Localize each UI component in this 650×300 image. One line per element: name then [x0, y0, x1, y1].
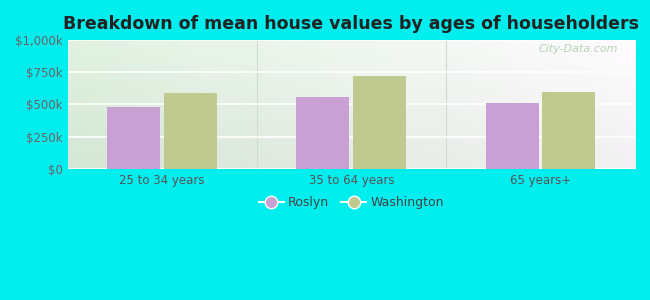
Bar	[164, 93, 217, 169]
Bar	[542, 92, 595, 169]
Text: City-Data.com: City-Data.com	[538, 44, 618, 54]
Bar	[107, 107, 161, 169]
Legend: Roslyn, Washington: Roslyn, Washington	[254, 191, 448, 214]
Title: Breakdown of mean house values by ages of householders: Breakdown of mean house values by ages o…	[63, 15, 640, 33]
Bar	[296, 98, 350, 169]
Bar	[486, 103, 539, 169]
Bar	[353, 76, 406, 169]
